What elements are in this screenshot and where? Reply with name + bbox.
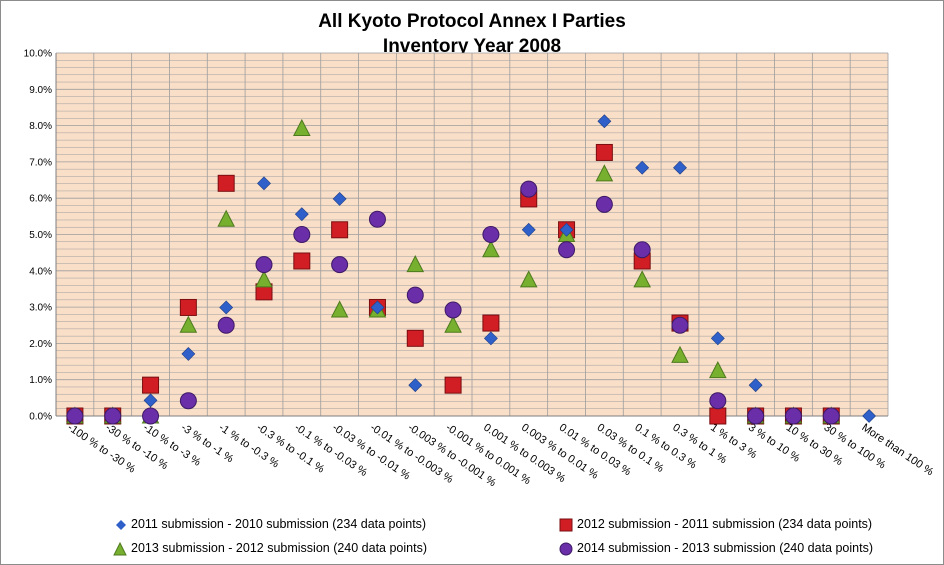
data-point-circle — [217, 316, 235, 334]
data-point-square — [331, 221, 349, 239]
data-point-triangle — [444, 315, 462, 333]
data-point-triangle — [708, 361, 727, 379]
data-point-square — [217, 174, 235, 192]
y-tick-label: 10.0% — [24, 49, 52, 60]
y-tick-label: 3.0% — [29, 303, 52, 314]
data-point-square — [293, 252, 311, 270]
data-point-circle — [66, 407, 84, 425]
data-point-circle — [595, 195, 613, 213]
data-point-circle — [179, 392, 197, 410]
y-tick-label: 9.0% — [29, 85, 52, 96]
legend-item-series-3: 2013 submission - 2012 submission (240 d… — [113, 541, 427, 556]
data-point-triangle — [482, 240, 500, 258]
data-point-circle — [444, 301, 462, 319]
y-tick-label: 6.0% — [29, 194, 52, 205]
data-point-diamond — [181, 347, 196, 361]
data-point-square — [406, 329, 424, 347]
data-point-circle — [822, 407, 840, 425]
data-point-square — [595, 143, 613, 161]
data-point-square — [179, 298, 197, 316]
y-tick-label: 4.0% — [29, 266, 52, 277]
x-tick-label: -0.3 % to -0.1 % — [254, 422, 326, 476]
data-point-diamond — [332, 192, 347, 206]
data-point-diamond — [862, 409, 877, 423]
y-tick-label: 0.0% — [29, 412, 52, 423]
chart-subtitle: Inventory Year 2008 — [382, 36, 562, 57]
y-tick-label: 8.0% — [29, 121, 52, 132]
data-point-triangle — [633, 270, 652, 288]
data-point-circle — [368, 210, 386, 228]
data-point-diamond — [635, 160, 650, 175]
data-point-triangle — [595, 164, 614, 182]
data-point-diamond — [710, 331, 725, 346]
data-point-diamond — [673, 160, 687, 175]
data-point-circle — [747, 407, 765, 425]
legend-triangle-icon — [113, 541, 127, 556]
chart-plot: 0.0% 1.0% 2.0% 3.0% 4.0% 5.0% 6.0% 7.0% 8.0% 9.0%… — [24, 49, 936, 490]
data-point-diamond — [483, 331, 498, 346]
x-tick-label: -100 % to -30 % — [65, 422, 137, 476]
data-point-circle — [255, 256, 273, 274]
data-point-circle — [558, 241, 576, 259]
data-point-diamond — [597, 114, 612, 129]
legend-square-icon — [559, 518, 573, 532]
legend-circle-icon — [559, 542, 573, 556]
data-point-circle — [520, 180, 538, 198]
data-point-circle — [142, 407, 160, 425]
y-tick-label: 5.0% — [29, 230, 52, 241]
data-point-circle — [633, 241, 651, 259]
data-point-diamond — [257, 176, 271, 191]
data-point-triangle — [217, 209, 236, 227]
data-point-circle — [482, 226, 500, 243]
y-tick-label: 2.0% — [29, 339, 52, 350]
data-point-square — [709, 407, 727, 425]
data-point-triangle — [519, 270, 538, 288]
y-tick-label: 7.0% — [29, 157, 52, 168]
data-point-triangle — [179, 315, 198, 333]
data-point-diamond — [408, 378, 423, 393]
legend-item-series-1: 2011 submission - 2010 submission (234 d… — [115, 517, 426, 531]
data-point-triangle — [292, 118, 311, 137]
data-point-triangle — [255, 270, 273, 288]
data-point-diamond — [370, 300, 385, 315]
data-point-diamond — [143, 393, 158, 408]
y-tick-label: 1.0% — [29, 375, 52, 386]
data-point-square — [142, 376, 160, 394]
legend-label-series-1: 2011 submission - 2010 submission (234 d… — [131, 517, 427, 531]
legend-label-series-4: 2014 submission - 2013 submission (240 d… — [577, 541, 874, 555]
legend-item-series-2: 2012 submission - 2011 submission (234 d… — [559, 517, 872, 532]
data-point-diamond — [748, 378, 763, 393]
data-point-circle — [406, 286, 424, 304]
data-point-diamond — [294, 207, 309, 222]
data-point-triangle — [671, 345, 689, 363]
legend-item-series-4: 2014 submission - 2013 submission (240 d… — [559, 541, 873, 556]
data-point-square — [444, 376, 462, 394]
data-point-circle — [293, 226, 311, 243]
data-point-diamond — [521, 222, 536, 237]
chart-title: All Kyoto Protocol Annex I Parties — [318, 11, 626, 32]
data-point-triangle — [406, 255, 425, 273]
data-point-diamond — [559, 222, 574, 237]
data-point-circle — [671, 316, 689, 334]
data-point-triangle — [330, 300, 349, 318]
legend-label-series-2: 2012 submission - 2011 submission (234 d… — [577, 517, 873, 531]
data-point-circle — [784, 407, 802, 425]
data-point-circle — [104, 407, 122, 425]
data-point-square — [482, 314, 500, 332]
data-point-diamond — [219, 300, 234, 315]
data-point-circle — [709, 392, 727, 410]
data-point-circle — [331, 256, 349, 274]
legend-label-series-3: 2013 submission - 2012 submission (240 d… — [131, 541, 428, 555]
legend-diamond-icon — [116, 519, 126, 530]
